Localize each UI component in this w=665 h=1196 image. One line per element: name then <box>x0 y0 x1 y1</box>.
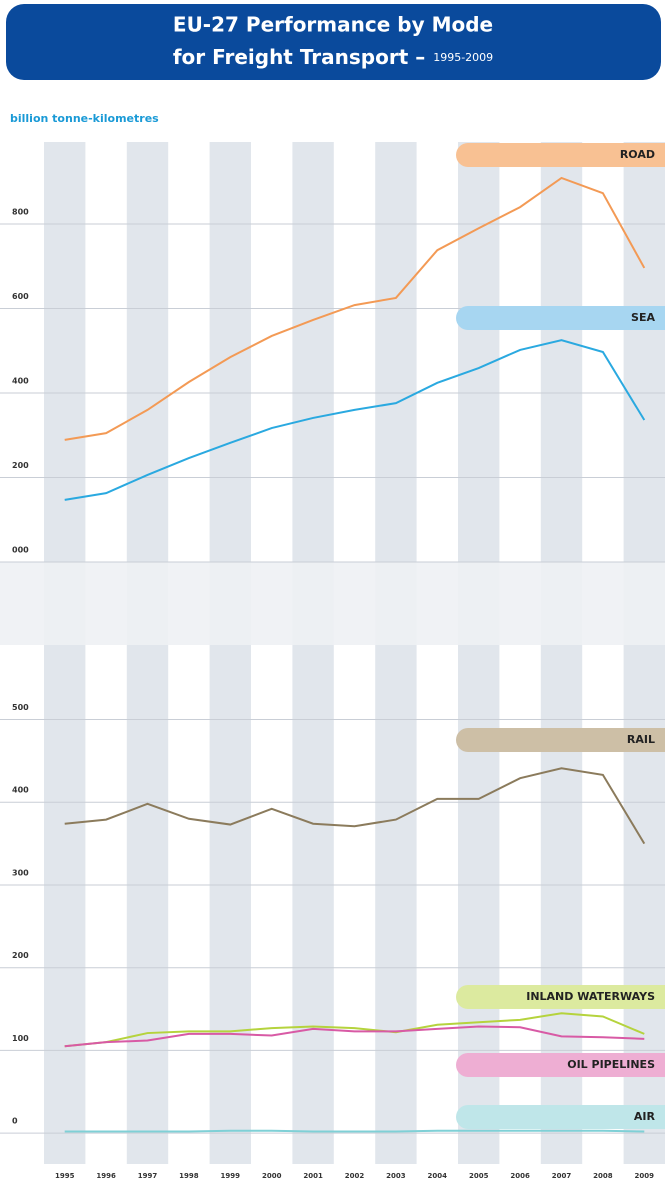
column-stripe <box>458 142 500 1164</box>
period: 1995-2009 <box>433 51 493 64</box>
series-label: RAIL <box>627 733 655 746</box>
y-tick-label: 200 <box>12 951 29 960</box>
series-label: AIR <box>634 1110 656 1123</box>
series-line <box>64 1025 645 1048</box>
series-label-box <box>456 728 665 752</box>
y-tick-label: 400 <box>12 377 29 386</box>
subtitle: for Freight Transport – <box>173 45 425 69</box>
x-tick-label: 1998 <box>179 1172 199 1180</box>
y-axis-label: billion tonne-kilometres <box>10 112 159 125</box>
y-tick-label: 400 <box>12 786 29 795</box>
series-line <box>64 1012 645 1048</box>
series-line <box>64 1129 645 1133</box>
series-label-box <box>456 1105 665 1129</box>
y-tick-label: 600 <box>12 292 29 301</box>
series-line <box>64 767 646 845</box>
column-stripe <box>126 142 169 1164</box>
x-tick-label: 2008 <box>593 1172 613 1180</box>
y-tick-label: 300 <box>12 868 29 877</box>
series-label-box <box>456 985 665 1009</box>
column-stripe <box>623 142 665 1164</box>
x-tick-label: 1995 <box>55 1172 75 1180</box>
background <box>0 142 665 1164</box>
series-line <box>64 339 646 501</box>
series-label: ROAD <box>620 148 655 161</box>
column-stripe <box>209 142 251 1164</box>
x-tick-label: 1997 <box>138 1172 158 1180</box>
x-tick-label: 2005 <box>469 1172 489 1180</box>
x-tick-label: 2004 <box>428 1172 448 1180</box>
y-tick-label: 800 <box>12 208 29 217</box>
y-tick-label: 000 <box>12 546 29 555</box>
y-tick-label: 0 <box>12 1117 18 1126</box>
column-stripe <box>44 142 86 1164</box>
series-label: SEA <box>631 311 655 324</box>
series-label-box <box>456 306 665 330</box>
y-tick-label: 200 <box>12 461 29 470</box>
series-label: INLAND WATERWAYS <box>526 990 655 1003</box>
x-tick-label: 2006 <box>510 1172 530 1180</box>
series-label: OIL PIPELINES <box>567 1058 655 1071</box>
series-line <box>64 176 646 441</box>
title-box <box>6 4 661 80</box>
x-tick-label: 2007 <box>552 1172 572 1180</box>
x-tick-label: 2002 <box>345 1172 365 1180</box>
x-tick-label: 2003 <box>386 1172 406 1180</box>
x-tick-label: 1996 <box>96 1172 116 1180</box>
column-stripe <box>292 142 334 1164</box>
series-label-box <box>456 143 665 167</box>
x-tick-label: 1999 <box>221 1172 241 1180</box>
column-stripe <box>540 142 583 1164</box>
chart-title: EU-27 Performance by Mode <box>173 13 493 37</box>
x-tick-label: 2009 <box>635 1172 655 1180</box>
axis-break <box>0 562 665 645</box>
chart-subtitle: for Freight Transport – 1995-2009 <box>173 45 493 69</box>
column-stripe <box>375 142 417 1164</box>
x-tick-label: 2000 <box>262 1172 282 1180</box>
y-tick-label: 100 <box>12 1034 29 1043</box>
y-tick-label: 500 <box>12 703 29 712</box>
x-tick-label: 2001 <box>303 1172 323 1180</box>
series-label-box <box>456 1053 665 1077</box>
